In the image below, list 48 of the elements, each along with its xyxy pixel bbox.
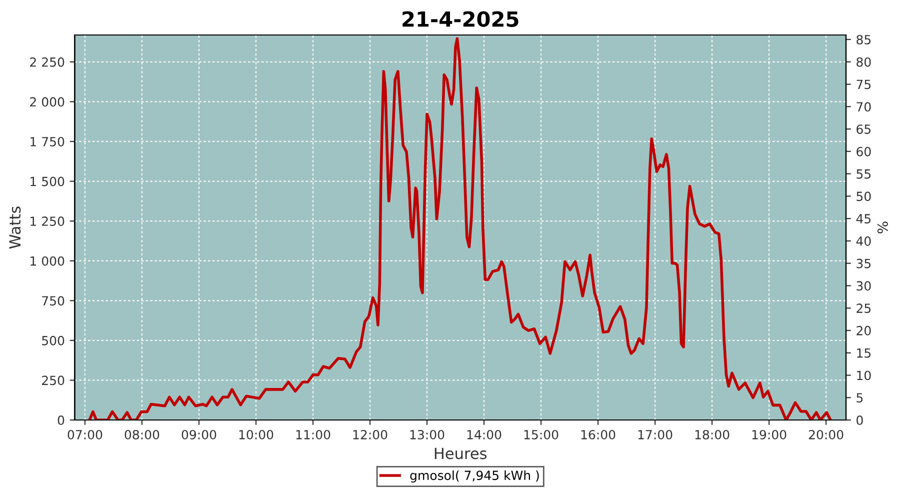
y-tick-label: 1 500: [30, 176, 64, 186]
y-tick-label: 1 000: [30, 256, 64, 266]
y2-tick-label: 50: [856, 192, 871, 202]
x-tick-label: 20:00: [808, 430, 844, 440]
y2-tick-label: 40: [856, 236, 871, 246]
y2-axis-title: %: [877, 222, 888, 234]
x-tick-label: 19:00: [752, 430, 786, 440]
x-tick-label: 17:00: [638, 430, 672, 440]
x-tick-label: 14:00: [467, 430, 502, 440]
y2-tick-label: 25: [856, 304, 871, 314]
y2-tick-label: 60: [856, 146, 871, 156]
y2-tick-label: 30: [856, 281, 871, 291]
y2-tick-label: 70: [856, 102, 871, 112]
y2-tick-label: 55: [856, 169, 871, 179]
x-tick-label: 07:00: [68, 430, 102, 440]
y-tick-label: 750: [42, 296, 64, 306]
x-tick-label: 11:00: [296, 430, 330, 440]
y2-tick-label: 65: [856, 124, 871, 134]
x-tick-label: 09:00: [182, 430, 216, 440]
x-tick-label: 10:00: [239, 430, 274, 440]
y2-tick-label: 80: [856, 57, 871, 67]
y2-tick-label: 45: [856, 214, 871, 224]
x-tick-label: 08:00: [124, 430, 160, 440]
x-tick-label: 12:00: [353, 430, 388, 440]
y2-tick-label: 0: [856, 415, 863, 425]
y2-tick-label: 20: [856, 326, 871, 336]
y2-tick-label: 10: [857, 370, 871, 380]
y-tick-label: 2 000: [30, 97, 64, 107]
y-tick-label: 2 250: [30, 57, 64, 67]
y2-tick-label: 85: [856, 34, 871, 44]
x-tick-label: 16:00: [581, 430, 616, 440]
y2-tick-label: 5: [856, 393, 863, 403]
x-tick-label: 15:00: [524, 430, 558, 440]
x-tick-label: 18:00: [695, 430, 730, 440]
y-axis-title: Watts: [9, 206, 21, 249]
y-tick-label: 250: [42, 376, 64, 386]
y-tick-label: 1 250: [30, 216, 64, 226]
line-series: [88, 37, 832, 420]
y2-tick-label: 75: [856, 80, 871, 90]
y-tick-label: 1 750: [30, 136, 64, 146]
legend-label: gmosol( 7,945 kWh ): [410, 470, 539, 483]
y2-tick-label: 15: [857, 348, 871, 358]
y-tick-label: 0: [58, 415, 64, 425]
y2-tick-label: 35: [856, 258, 871, 268]
chart-title: 21-4-2025: [402, 11, 518, 27]
x-axis-title: Heures: [434, 448, 487, 460]
y-tick-label: 500: [42, 336, 64, 346]
x-tick-label: 13:00: [410, 430, 444, 440]
